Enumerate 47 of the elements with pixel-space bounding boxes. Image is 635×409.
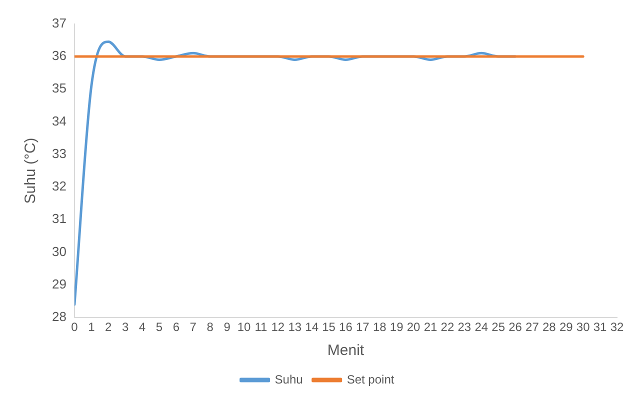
x-tick-label: 8 bbox=[206, 320, 214, 334]
y-tick-label: 36 bbox=[52, 48, 66, 64]
x-tick-label: 2 bbox=[105, 320, 112, 334]
x-tick-label: 12 bbox=[271, 320, 285, 334]
x-tick-label: 19 bbox=[390, 320, 404, 334]
x-tick-label: 4 bbox=[138, 320, 146, 334]
y-tick-label: 29 bbox=[52, 276, 66, 292]
x-tick-label: 31 bbox=[593, 320, 608, 334]
y-tick-label: 28 bbox=[52, 309, 66, 324]
legend-label: Set point bbox=[346, 372, 395, 386]
x-tick-label: 22 bbox=[440, 320, 454, 334]
y-tick-label: 33 bbox=[52, 146, 66, 161]
x-tick-label: 27 bbox=[526, 320, 540, 334]
x-tick-label: 28 bbox=[542, 320, 556, 334]
x-tick-label: 0 bbox=[71, 320, 78, 334]
x-tick-label: 21 bbox=[424, 320, 438, 334]
x-tick-label: 26 bbox=[508, 320, 522, 334]
x-tick-label: 11 bbox=[254, 320, 268, 334]
x-tick-label: 32 bbox=[610, 320, 624, 334]
x-axis-title: Menit bbox=[327, 342, 365, 360]
y-tick-label: 34 bbox=[52, 113, 66, 128]
x-tick-label: 9 bbox=[224, 320, 231, 334]
x-tick-label: 3 bbox=[122, 320, 129, 334]
x-tick-label: 14 bbox=[305, 320, 319, 334]
x-tick-label: 7 bbox=[190, 320, 197, 334]
x-tick-label: 20 bbox=[406, 320, 421, 334]
x-tick-label: 17 bbox=[356, 320, 370, 334]
x-tick-label: 25 bbox=[492, 320, 506, 334]
x-tick-label: 1 bbox=[88, 320, 96, 334]
y-tick-label: 31 bbox=[52, 211, 66, 226]
x-tick-label: 29 bbox=[559, 320, 574, 334]
x-tick-label: 24 bbox=[474, 320, 488, 334]
x-tick-label: 30 bbox=[576, 320, 590, 334]
x-tick-label: 23 bbox=[458, 320, 472, 334]
x-tick-label: 16 bbox=[339, 320, 353, 334]
x-tick-label: 15 bbox=[322, 320, 336, 334]
x-tick-label: 18 bbox=[372, 320, 387, 334]
y-tick-label: 37 bbox=[52, 15, 66, 30]
y-tick-label: 32 bbox=[52, 178, 66, 194]
y-tick-label: 30 bbox=[52, 244, 66, 259]
y-tick-label: 35 bbox=[52, 80, 66, 96]
x-tick-label: 6 bbox=[172, 320, 180, 334]
x-tick-label: 13 bbox=[288, 320, 302, 334]
y-axis-title: Suhu (°C) bbox=[22, 138, 40, 204]
x-tick-label: 5 bbox=[156, 320, 163, 334]
x-tick-label: 10 bbox=[237, 320, 251, 334]
legend-label: Suhu bbox=[274, 372, 303, 386]
